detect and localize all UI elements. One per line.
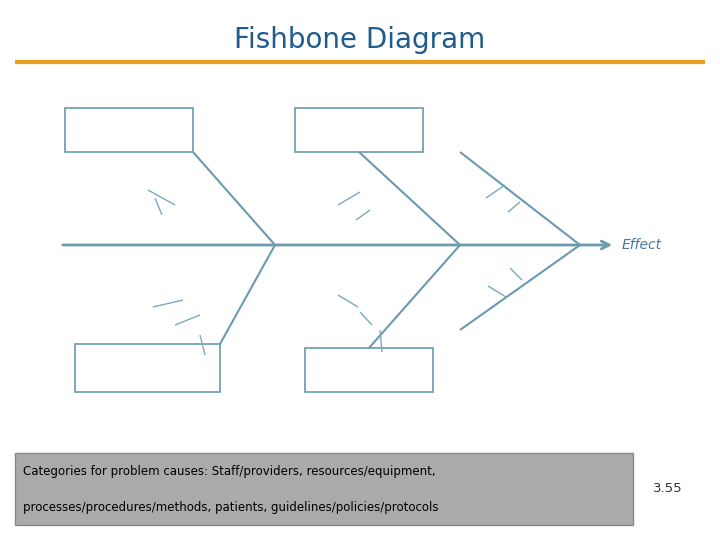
Bar — [295, 108, 423, 152]
Text: 3.55: 3.55 — [653, 483, 683, 496]
Text: processes/procedures/methods, patients, guidelines/policies/protocols: processes/procedures/methods, patients, … — [23, 501, 438, 514]
Text: Categories for problem causes: Staff/providers, resources/equipment,: Categories for problem causes: Staff/pro… — [23, 464, 436, 477]
Bar — [305, 348, 433, 392]
Bar — [65, 108, 193, 152]
Text: Effect: Effect — [622, 238, 662, 252]
Bar — [15, 453, 633, 525]
Text: Fishbone Diagram: Fishbone Diagram — [235, 26, 485, 54]
Bar — [75, 344, 220, 392]
